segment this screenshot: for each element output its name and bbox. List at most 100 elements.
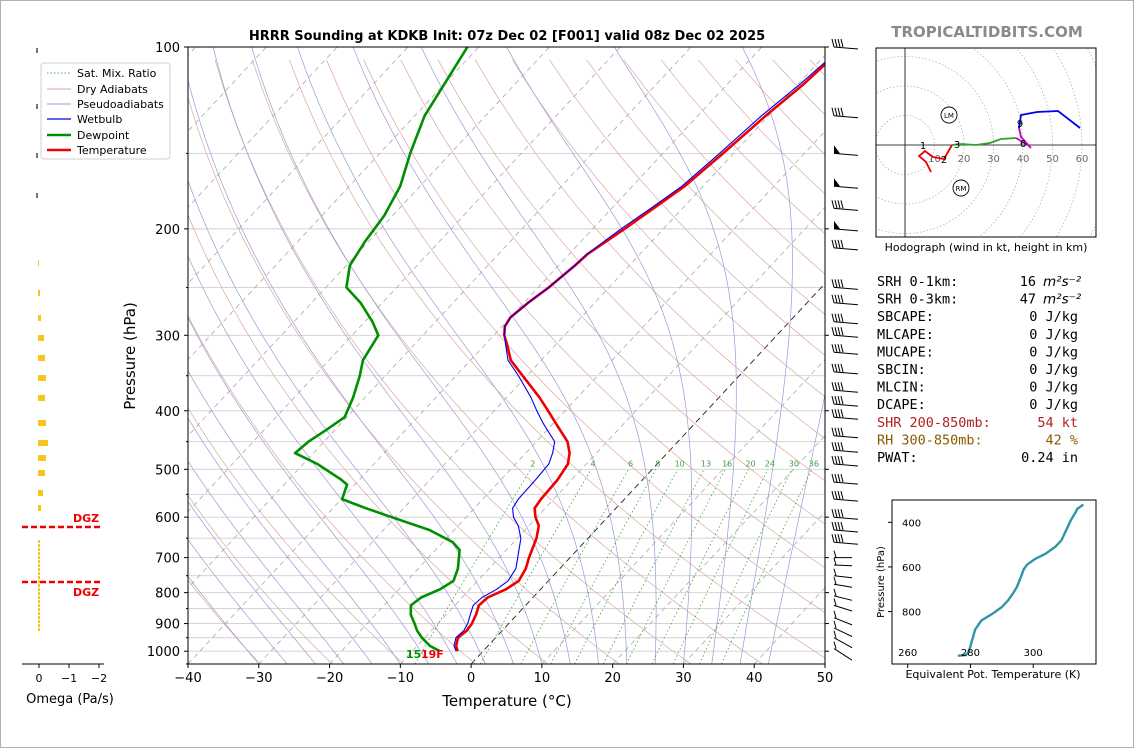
barb-flag: [834, 327, 838, 336]
hodograph-ring-label: 60: [1076, 154, 1089, 165]
wind-barb: [831, 344, 859, 355]
storm-motion-marker: [952, 179, 970, 197]
omega-tick-2: −2: [91, 672, 107, 685]
omega-xlabel: Omega (Pa/s): [26, 692, 114, 707]
pseudoadiabat: [188, 317, 429, 664]
omega-bar: [38, 470, 45, 476]
legend-dry-adiabats: Dry Adiabats: [77, 83, 148, 96]
dry-adiabat: [809, 59, 825, 76]
param-unit: m²s⁻²: [1043, 292, 1082, 308]
barb-flag: [834, 382, 838, 391]
param-value: 0 J/kg: [1029, 327, 1078, 343]
mixing-ratio-line: [672, 469, 769, 664]
omega-bar: [38, 584, 40, 587]
wind-barb: [831, 395, 859, 407]
omega-bar: [38, 440, 48, 446]
hodograph-ring-label: 50: [1046, 154, 1059, 165]
dewpoint-profile: [293, 47, 469, 653]
hodograph-trace: [951, 137, 1017, 146]
barb-flag: [837, 427, 841, 436]
isotherm-line: [188, 47, 763, 664]
barb-staff: [833, 207, 859, 211]
pseudoadiabat: [188, 575, 260, 664]
wind-barb: [833, 588, 853, 601]
barb-staff: [833, 529, 859, 533]
mixing-ratio-label: 16: [722, 459, 732, 468]
y-tick-label: 600: [155, 511, 180, 526]
param-label: SBCIN:: [877, 362, 926, 378]
barb-staff: [833, 371, 859, 375]
surface-temp-label: 19F: [421, 648, 444, 661]
dry-adiabat: [474, 59, 825, 439]
barb-flag: [837, 363, 841, 373]
x-tick-label: 10: [534, 671, 551, 686]
wind-barb: [831, 534, 859, 545]
hodograph-trace: [917, 144, 953, 173]
wind-barb: [833, 641, 853, 661]
barb-flag: [834, 427, 838, 436]
wind-barb: [831, 427, 859, 439]
barb-flag: [834, 363, 838, 373]
param-label: DCAPE:: [877, 397, 926, 413]
barb-flag: [837, 107, 841, 116]
mixing-ratio-label: 4: [591, 459, 596, 468]
barb-flag: [837, 239, 841, 249]
barb-flag: [837, 294, 841, 303]
isotherm-line: [188, 47, 621, 513]
x-tick-label: −10: [387, 671, 414, 686]
theta-e-y-label: 400: [902, 518, 921, 529]
omega-bar: [38, 568, 40, 571]
hodograph-border: [875, 47, 1097, 238]
mixing-ratio-label: 30: [789, 459, 799, 468]
param-value: 0 J/kg: [1029, 344, 1078, 360]
barb-flag: [840, 327, 844, 336]
omega-bar: [38, 600, 40, 603]
omega-bar: [38, 616, 40, 619]
isotherm-line: [188, 47, 409, 285]
omega-bar: [38, 375, 46, 381]
barb-flag: [840, 239, 844, 249]
y-tick-label: 900: [155, 618, 180, 633]
dry-adiabat: [1070, 60, 1134, 664]
theta-e-x-label: 300: [1024, 648, 1043, 659]
omega-bar: [38, 560, 40, 563]
omega-bar: [38, 552, 40, 555]
omega-bar: [38, 588, 40, 591]
barb-flag: [840, 427, 844, 436]
barb-staff: [833, 403, 859, 407]
barb-flag: [833, 557, 837, 566]
pseudoadiabat: [420, 47, 657, 664]
dry-adiabat: [512, 59, 825, 398]
mixing-ratio-label: 6: [628, 459, 633, 468]
skewt-panel: HRRR Sounding at KDKB Init: 07z Dec 02 […: [40, 29, 1134, 710]
barb-flag: [834, 509, 838, 518]
barb-flag: [837, 395, 841, 405]
barb-flag: [840, 344, 844, 353]
barb-flag: [834, 239, 838, 249]
barb-staff: [833, 351, 859, 355]
barb-flag: [831, 344, 835, 353]
hodograph-height-label: 2: [941, 155, 947, 166]
barb-flag: [831, 107, 835, 116]
param-value: 0.24 in: [1021, 450, 1078, 466]
omega-bars: [36, 48, 48, 631]
barb-staff: [833, 302, 859, 306]
omega-bar: [38, 355, 45, 361]
x-tick-label: −20: [316, 671, 343, 686]
dry-adiabat: [188, 214, 548, 664]
theta-e-y-label: 600: [902, 563, 921, 574]
omega-bar: [38, 608, 40, 611]
mixing-ratio-labels: 2 4 6 8 10 13 16 20 24 30 36: [530, 459, 819, 468]
omega-bar: [38, 540, 40, 543]
barb-flag: [840, 442, 844, 451]
hodograph-ring-label: 40: [1017, 154, 1030, 165]
mixing-ratio-label: 13: [701, 459, 711, 468]
param-label: MLCIN:: [877, 380, 926, 396]
barb-flag: [837, 442, 841, 451]
param-value: 0 J/kg: [1029, 397, 1078, 413]
barb-flag: [834, 294, 838, 303]
pseudoadiabat: [506, 47, 693, 664]
sounding-parameters: SRH 0-1km: 16 m²s⁻² SRH 0-3km: 47 m²s⁻² SBCAPE…: [877, 274, 1082, 466]
barb-flag: [833, 568, 837, 576]
mixing-ratio-label: 2: [530, 459, 535, 468]
